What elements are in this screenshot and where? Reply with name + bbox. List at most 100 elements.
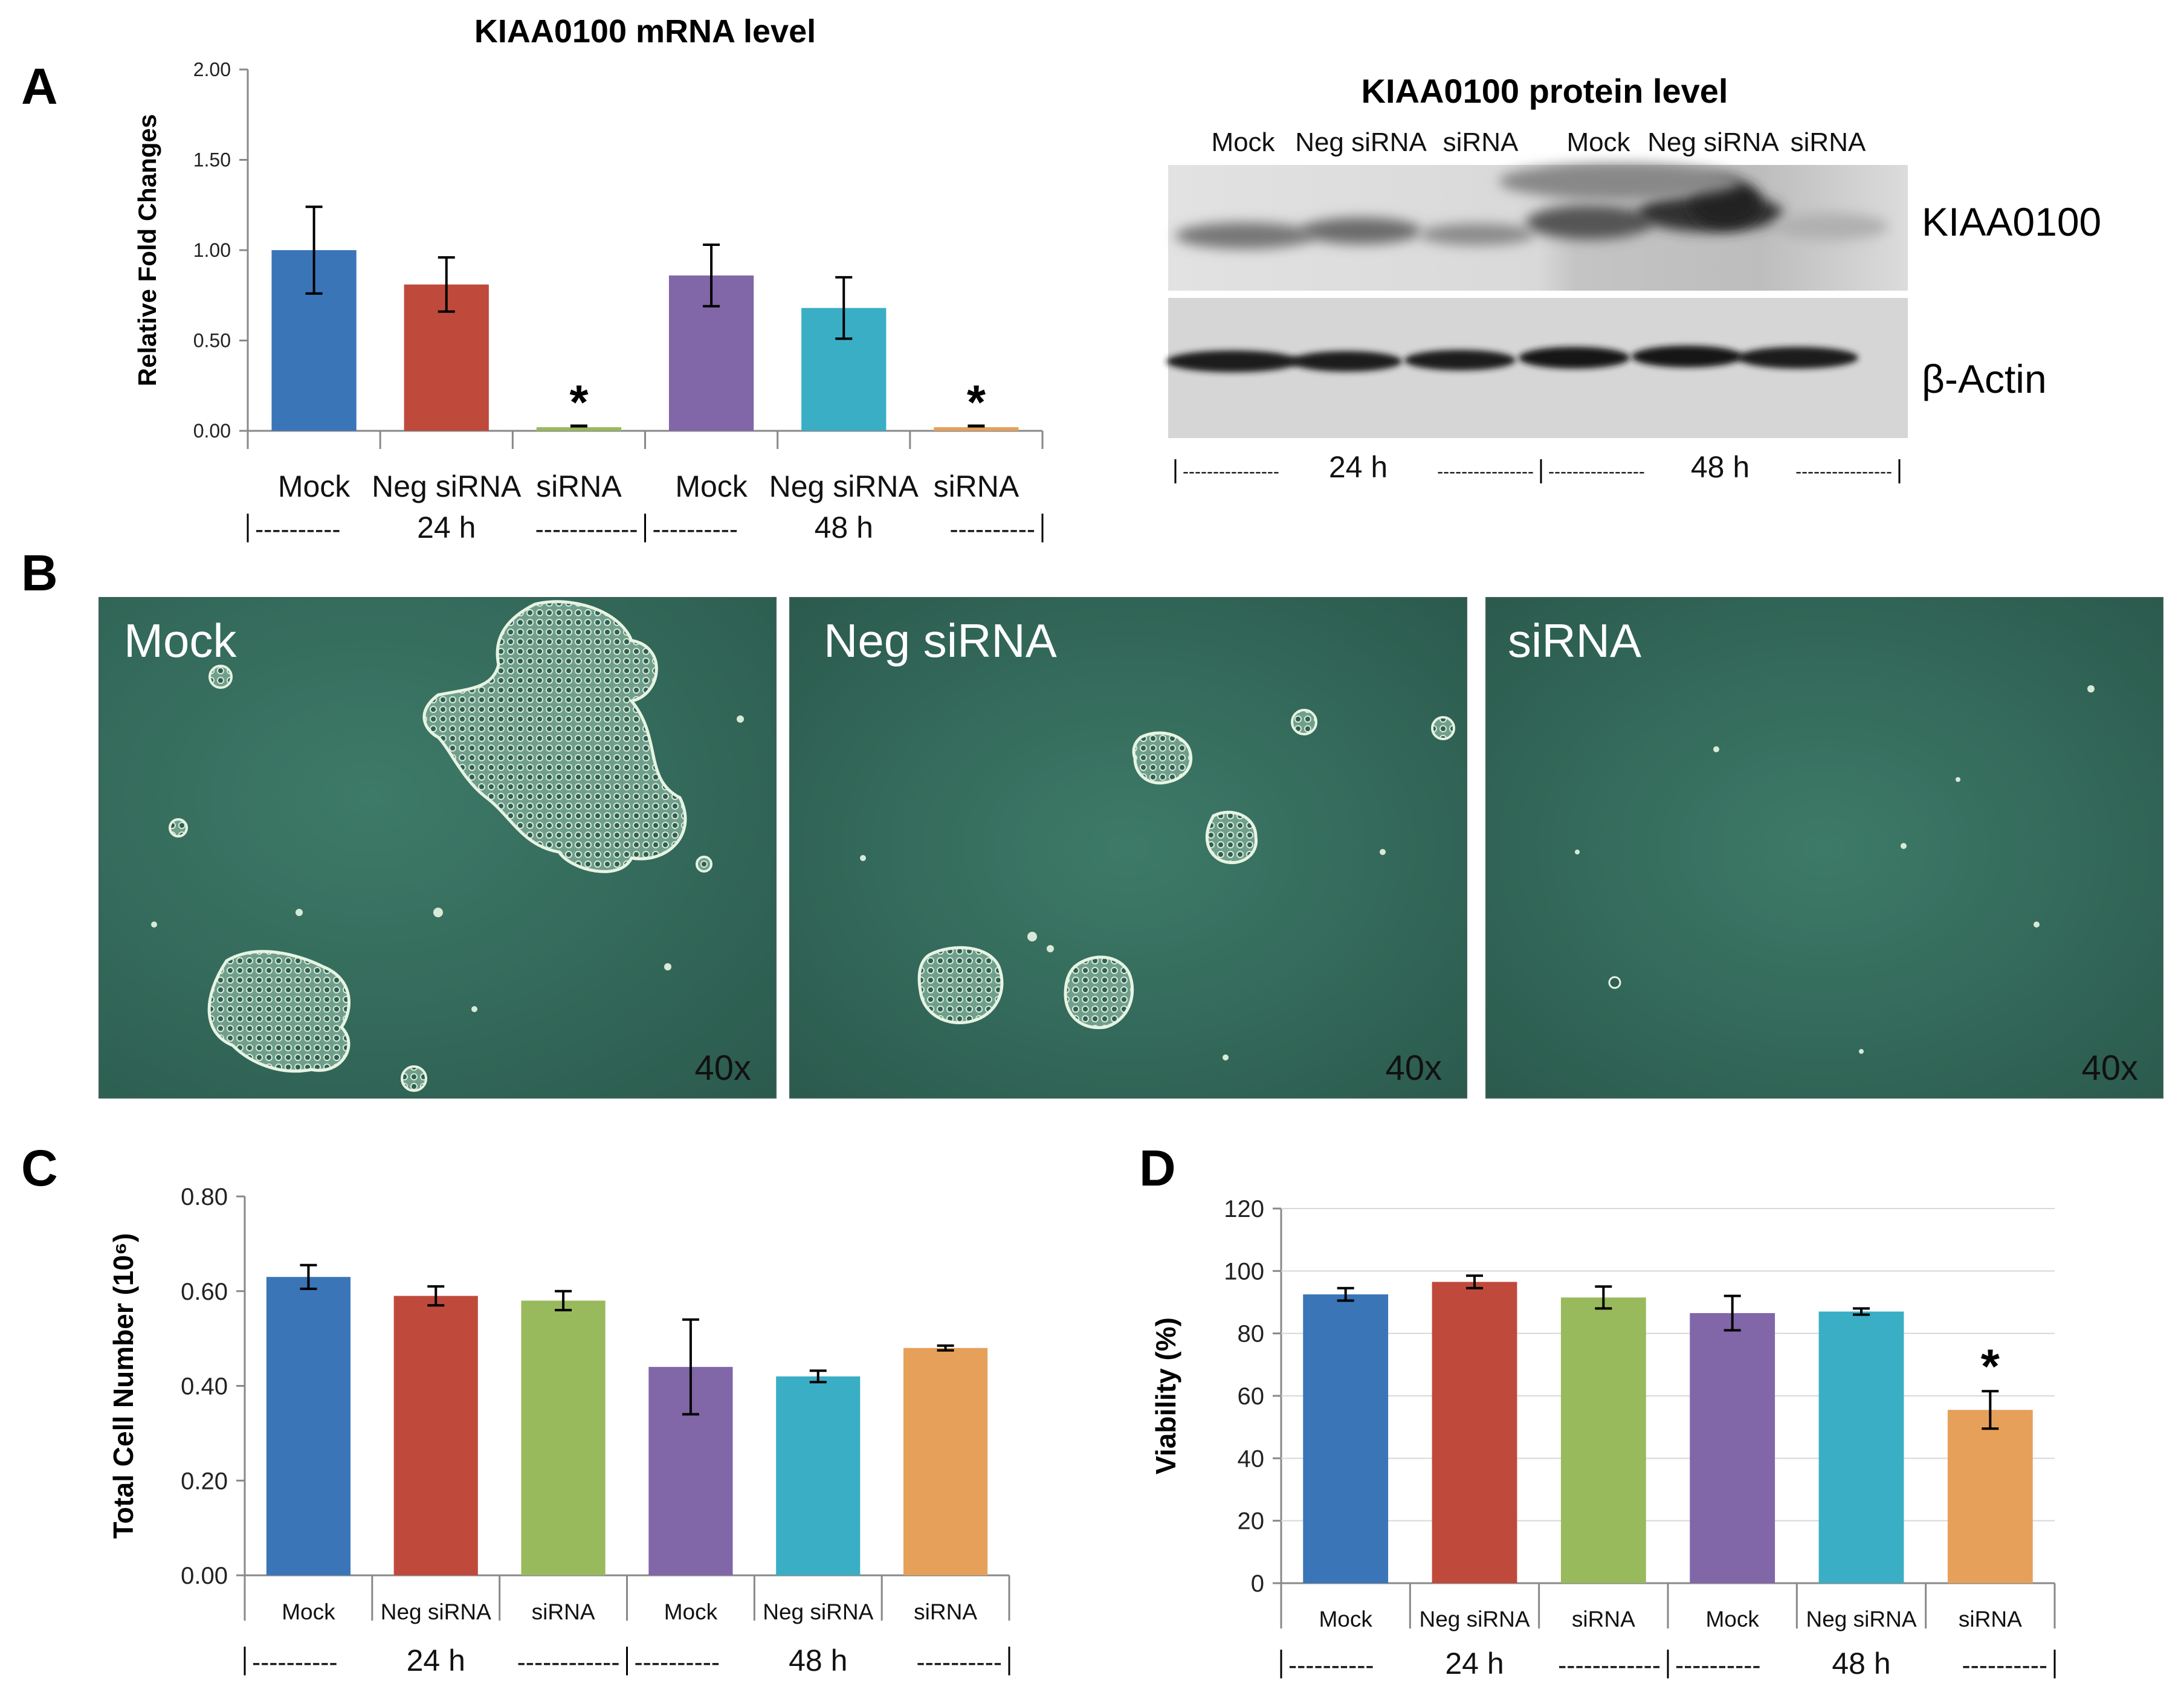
neg-sirna-cell-colonies [860, 709, 1455, 1060]
bar-3 [1560, 1297, 1646, 1583]
microscopy-sirna: siRNA 40x [1485, 597, 2163, 1099]
significance-star: * [569, 375, 589, 429]
sirna-cell-debris [1575, 685, 2095, 1054]
y-axis-label: Viability (%) [1150, 1317, 1181, 1474]
western-time-groups: ---------------- 24 h ---------------- ----… [1174, 450, 1901, 484]
bar-6 [934, 427, 1019, 431]
group-label: 48 h [789, 1644, 847, 1677]
western-group-label: 48 h [1691, 450, 1749, 484]
group-label: 24 h [1445, 1647, 1504, 1680]
y-tick-label: 100 [1224, 1258, 1264, 1285]
x-category-label: Mock [1705, 1607, 1759, 1632]
western-dash-right: ---------------- [1437, 462, 1534, 482]
x-category-label: siRNA [532, 1599, 595, 1624]
western-lane-label: siRNA [1443, 127, 1519, 157]
group-dash-left: ---------- [252, 1648, 338, 1677]
bar-3 [536, 427, 622, 431]
group-dash-right: ------------ [535, 515, 638, 544]
western-lane-label: Neg siRNA [1295, 127, 1427, 157]
group-label: 48 h [1832, 1647, 1890, 1680]
group-dash-left: ---------- [1675, 1651, 1761, 1680]
microscopy-label-sirna: siRNA [1508, 614, 1642, 667]
y-tick-label: 120 [1224, 1196, 1264, 1222]
significance-star: * [967, 375, 986, 429]
chart-title: KIAA0100 mRNA level [474, 13, 816, 50]
western-title: KIAA0100 protein level [1362, 72, 1728, 110]
y-tick-label: 1.00 [193, 239, 231, 261]
significance-star: * [1981, 1339, 2000, 1393]
bar-1 [266, 1277, 351, 1575]
western-dash-left: ---------------- [1183, 462, 1279, 482]
western-lane-label: Mock [1566, 127, 1630, 157]
actin-bands [1166, 346, 1858, 372]
microscopy-mock: Mock 40x [99, 597, 777, 1099]
x-category-label: Mock [1319, 1607, 1372, 1632]
panel-letter-b: B [21, 544, 58, 601]
group-dash-left: ---------- [1288, 1651, 1374, 1680]
x-category-label: Neg siRNA [381, 1599, 491, 1624]
x-category-label: Mock [282, 1599, 335, 1624]
bar-5 [776, 1376, 861, 1575]
bar-1 [1303, 1294, 1389, 1583]
y-tick-label: 1.50 [193, 149, 231, 171]
microscopy-label-mock: Mock [124, 614, 237, 667]
bar-4 [1690, 1313, 1775, 1583]
group-dash-right: ---------- [1962, 1651, 2047, 1680]
y-tick-label: 0.20 [181, 1468, 228, 1494]
x-category-label: siRNA [536, 470, 622, 503]
mrna-bar-chart: KIAA0100 mRNA level 0.00 0.50 1.00 1.50 2.00 R… [133, 13, 1044, 544]
y-axis-label: Total Cell Number (10⁶) [108, 1233, 139, 1539]
y-tick-label: 40 [1238, 1445, 1265, 1472]
western-lane-label: Neg siRNA [1647, 127, 1779, 157]
panel-letter-c: C [21, 1140, 58, 1196]
western-group-label: 24 h [1329, 450, 1388, 484]
mock-cell-colonies [151, 600, 744, 1092]
x-category-label: Mock [675, 470, 748, 503]
group-dash-right: ------------ [517, 1648, 620, 1677]
magnification-neg-sirna: 40x [1385, 1048, 1442, 1088]
group-dash-left: ---------- [635, 1648, 720, 1677]
bar-6 [903, 1348, 988, 1575]
western-blot: KIAA0100 protein level Mock Neg siRNA siRN… [1166, 72, 2101, 484]
magnification-sirna: 40x [2081, 1048, 2138, 1088]
cell-count-bar-chart: 0.00 0.20 0.40 0.60 0.80 Total Cell Number (1… [108, 1184, 1010, 1677]
x-category-label: Neg siRNA [769, 470, 919, 503]
x-category-label: siRNA [934, 470, 1019, 503]
band-label-actin: β-Actin [1922, 357, 2047, 401]
western-lane-label: siRNA [1791, 127, 1866, 157]
group-dash-left: ---------- [653, 515, 738, 544]
y-axis-label: Relative Fold Changes [133, 114, 161, 386]
magnification-mock: 40x [694, 1048, 751, 1088]
x-category-label: Neg siRNA [372, 470, 522, 503]
x-category-label: siRNA [1572, 1607, 1635, 1632]
y-tick-label: 0.00 [193, 420, 231, 442]
y-tick-label: 2.00 [193, 59, 231, 80]
x-category-label: Neg siRNA [1806, 1607, 1917, 1632]
western-lane-label: Mock [1211, 127, 1275, 157]
bar-6 [1947, 1410, 2033, 1583]
panel-letter-d: D [1139, 1140, 1176, 1196]
group-label: 24 h [417, 511, 476, 544]
x-category-label: Mock [278, 470, 351, 503]
group-dash-right: ---------- [916, 1648, 1002, 1677]
panel-letter-a: A [21, 58, 58, 115]
y-tick-label: 60 [1238, 1383, 1265, 1410]
y-tick-label: 0.40 [181, 1373, 228, 1400]
kiaa0100-bands [1175, 163, 1888, 249]
bar-2 [393, 1296, 478, 1575]
group-dash-right: ------------ [1558, 1651, 1661, 1680]
group-label: 24 h [407, 1644, 465, 1677]
y-tick-label: 20 [1238, 1508, 1265, 1535]
western-dash-left: ---------------- [1548, 462, 1645, 482]
bar-3 [521, 1300, 606, 1575]
microscopy-neg-sirna: Neg siRNA 40x [789, 597, 1467, 1099]
y-tick-label: 80 [1238, 1321, 1265, 1348]
western-dash-right: ---------------- [1795, 462, 1892, 482]
y-tick-label: 0.60 [181, 1279, 228, 1305]
group-label: 48 h [815, 511, 873, 544]
x-category-label: Mock [664, 1599, 718, 1624]
x-category-label: Neg siRNA [1420, 1607, 1530, 1632]
bar-5 [1818, 1311, 1904, 1583]
group-dash-left: ---------- [255, 515, 341, 544]
